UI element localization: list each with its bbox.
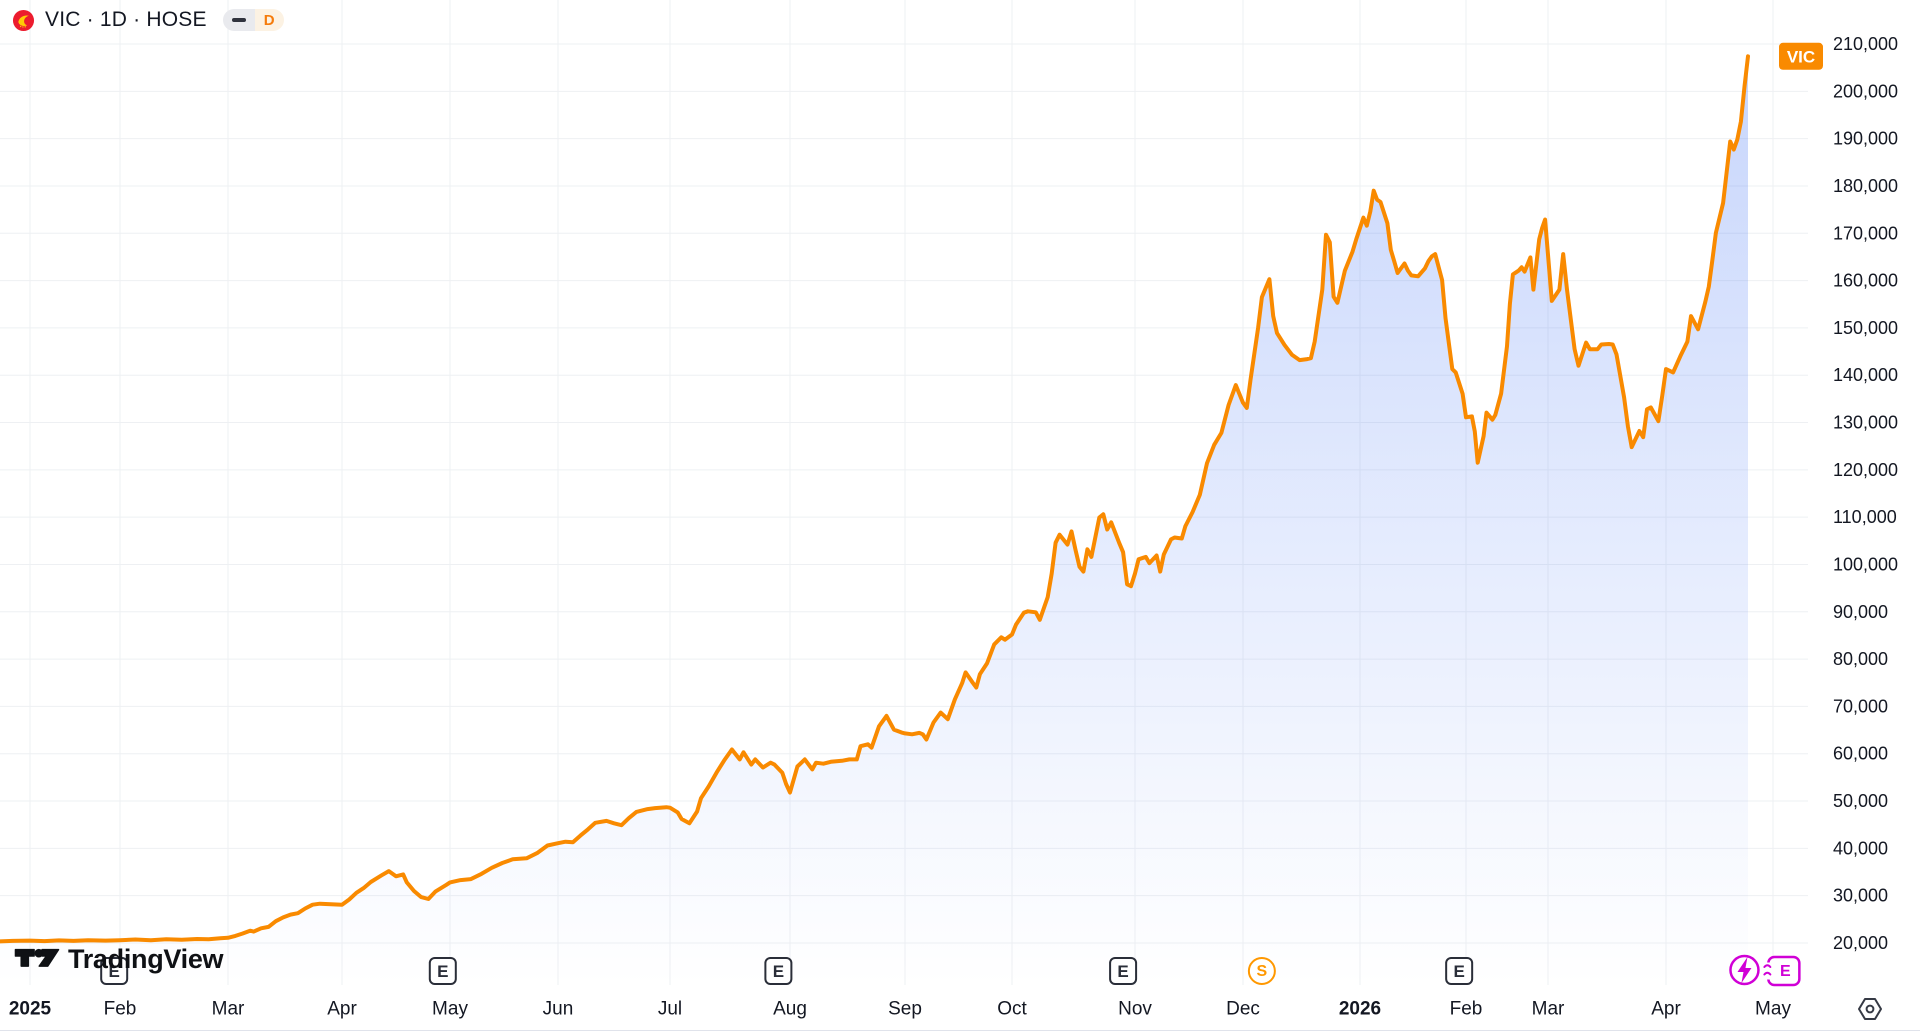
- price-tick-label: 180,000: [1833, 176, 1898, 196]
- price-tick-label: 170,000: [1833, 223, 1898, 243]
- time-tick-label: Feb: [104, 999, 137, 1020]
- minus-icon: [231, 18, 246, 22]
- price-tick-label: 20,000: [1833, 933, 1888, 953]
- svg-text:VIC: VIC: [1787, 47, 1815, 66]
- price-tick-label: 190,000: [1833, 129, 1898, 149]
- tradingview-logo[interactable]: TradingView: [14, 944, 224, 975]
- price-tick-label: 110,000: [1833, 507, 1897, 527]
- price-tick-label: 130,000: [1833, 413, 1898, 433]
- price-tick-label: 200,000: [1833, 81, 1898, 101]
- logo-bird-glyph: [18, 15, 29, 26]
- time-tick-label: 2026: [1339, 999, 1381, 1020]
- time-tick-label: Feb: [1450, 999, 1483, 1020]
- projected-earnings-icon[interactable]: E: [1763, 955, 1801, 987]
- price-tick-label: 40,000: [1833, 838, 1888, 858]
- svg-text:E: E: [1780, 963, 1791, 980]
- price-tick-label: 50,000: [1833, 791, 1888, 811]
- time-tick-label: Apr: [1651, 999, 1681, 1020]
- svg-text:E: E: [773, 962, 784, 981]
- time-tick-label: Apr: [327, 999, 357, 1020]
- price-tick-label: 80,000: [1833, 649, 1888, 669]
- symbol-logo-icon: [12, 9, 35, 32]
- price-tick-label: 90,000: [1833, 602, 1888, 622]
- svg-text:E: E: [437, 962, 448, 981]
- price-tick-label: 160,000: [1833, 271, 1898, 291]
- symbol-legend: VIC · 1D · HOSE D: [12, 8, 284, 32]
- earnings-marker[interactable]: E: [428, 957, 457, 985]
- time-tick-label: Jul: [658, 999, 682, 1020]
- tradingview-icon: [14, 946, 60, 974]
- split-marker[interactable]: S: [1247, 957, 1276, 985]
- time-tick-label: Jun: [543, 999, 574, 1020]
- price-tick-label: 150,000: [1833, 318, 1898, 338]
- time-tick-label: Mar: [1532, 999, 1565, 1020]
- time-tick-label: Dec: [1226, 999, 1260, 1020]
- interval-badge[interactable]: D: [254, 9, 284, 31]
- time-tick-label: Sep: [888, 999, 922, 1020]
- price-tick-label: 100,000: [1833, 554, 1898, 574]
- earnings-marker[interactable]: E: [1109, 957, 1138, 985]
- legend-collapse-button[interactable]: [222, 9, 255, 31]
- earnings-marker[interactable]: E: [1445, 957, 1474, 985]
- earnings-marker[interactable]: E: [764, 957, 793, 985]
- time-tick-label: May: [1755, 999, 1791, 1020]
- price-tick-label: 140,000: [1833, 365, 1898, 385]
- last-price-label: VIC: [1779, 42, 1823, 70]
- series-line[interactable]: [0, 54, 1750, 944]
- svg-text:E: E: [1453, 962, 1464, 981]
- time-tick-label: Aug: [773, 999, 807, 1020]
- price-tick-label: 60,000: [1833, 744, 1888, 764]
- settings-hexagon-icon[interactable]: [1856, 996, 1884, 1022]
- price-tick-label: 120,000: [1833, 460, 1898, 480]
- upcoming-earnings-flash-icon[interactable]: [1729, 954, 1760, 986]
- earnings-marker[interactable]: E: [100, 957, 129, 985]
- time-tick-label: May: [432, 999, 468, 1020]
- symbol-title[interactable]: VIC · 1D · HOSE: [45, 8, 207, 31]
- time-tick-label: 2025: [9, 999, 52, 1020]
- price-tick-label: 70,000: [1833, 696, 1888, 716]
- time-tick-label: Mar: [212, 999, 245, 1020]
- price-tick-label: 30,000: [1833, 886, 1888, 906]
- svg-text:E: E: [1117, 962, 1128, 981]
- svg-text:S: S: [1257, 963, 1268, 980]
- series-area: [0, 56, 1748, 985]
- svg-text:E: E: [109, 962, 120, 981]
- time-tick-label: Nov: [1118, 999, 1152, 1020]
- price-tick-label: 210,000: [1833, 34, 1898, 54]
- tradingview-wordmark: TradingView: [68, 944, 224, 974]
- time-tick-label: Oct: [997, 999, 1027, 1020]
- legend-controls: D: [222, 9, 284, 31]
